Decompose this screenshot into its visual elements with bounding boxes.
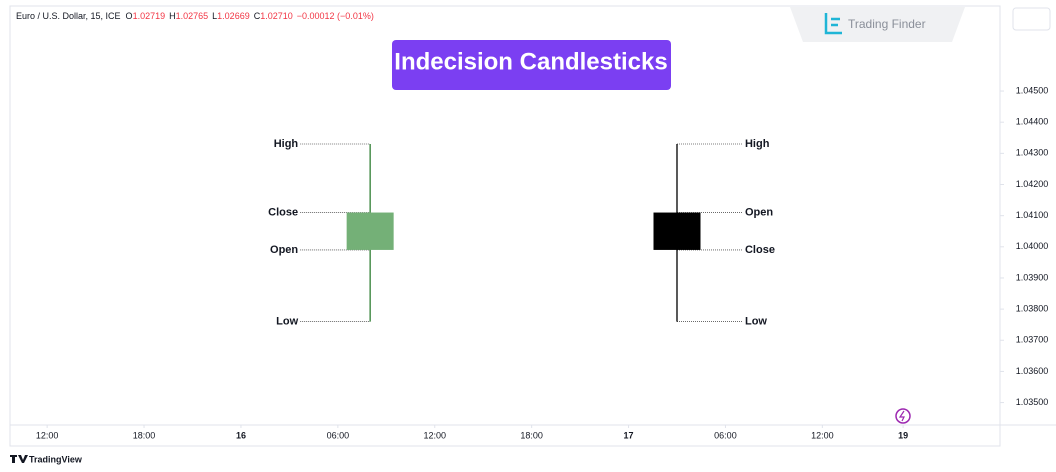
- y-tick-label: 1.04400: [1016, 117, 1049, 127]
- ohlc-label: H: [169, 11, 176, 21]
- annotation-label: Open: [745, 206, 773, 218]
- x-tick-label: 06:00: [327, 430, 350, 440]
- y-tick-label: 1.04200: [1016, 179, 1049, 189]
- ohlc-value: 1.02710: [260, 11, 293, 21]
- annotation-label: Close: [268, 206, 298, 218]
- symbol: Euro / U.S. Dollar, 15, ICE: [16, 11, 121, 21]
- change: −0.00012 (−0.01%): [297, 11, 374, 21]
- annotation-label: High: [274, 138, 299, 150]
- y-tick-label: 1.03500: [1016, 397, 1049, 407]
- x-tick-label: 17: [624, 430, 634, 440]
- x-tick-label: 18:00: [520, 430, 543, 440]
- ohlc-label: L: [212, 11, 217, 21]
- y-tick-label: 1.04500: [1016, 85, 1049, 95]
- title-box: [392, 40, 671, 90]
- candle-body: [653, 212, 701, 250]
- ohlc-value: 1.02669: [217, 11, 250, 21]
- annotation-label: Open: [270, 244, 298, 256]
- y-tick-label: 1.04300: [1016, 148, 1049, 158]
- y-tick-label: 1.04100: [1016, 210, 1049, 220]
- y-tick-label: 1.03900: [1016, 272, 1049, 282]
- ohlc-label: C: [254, 11, 261, 21]
- footer-logo: [10, 455, 28, 463]
- event-icon[interactable]: [895, 408, 911, 424]
- ohlc-value: 1.02719: [133, 11, 166, 21]
- ohlc-label: O: [126, 11, 133, 21]
- watermark-logo: [824, 13, 842, 35]
- y-tick-label: 1.03700: [1016, 335, 1049, 345]
- x-tick-label: 16: [236, 430, 246, 440]
- x-tick-label: 18:00: [133, 430, 156, 440]
- x-tick-label: 06:00: [714, 430, 737, 440]
- chart-title: Indecision Candlesticks: [394, 48, 667, 75]
- annotation-label: High: [745, 138, 770, 150]
- scale-button[interactable]: [1012, 7, 1051, 31]
- footer-text: TradingView: [29, 454, 83, 464]
- annotation-label: Close: [745, 244, 775, 256]
- annotation-label: Low: [745, 315, 767, 327]
- x-tick-label: 19: [898, 430, 908, 440]
- event-icon-bolt: [898, 410, 905, 422]
- watermark-text: Trading Finder: [848, 17, 926, 31]
- x-tick-label: 12:00: [811, 430, 834, 440]
- ohlc-value: 1.02765: [176, 11, 209, 21]
- y-tick-label: 1.03600: [1016, 366, 1049, 376]
- y-tick-label: 1.04000: [1016, 241, 1049, 251]
- y-tick-label: 1.03800: [1016, 303, 1049, 313]
- symbol-legend: Euro / U.S. Dollar, 15, ICE O1.02719 H1.02…: [16, 11, 374, 21]
- annotation-label: Low: [276, 315, 298, 327]
- candle-body: [346, 212, 394, 250]
- x-tick-label: 12:00: [36, 430, 59, 440]
- x-tick-label: 12:00: [423, 430, 446, 440]
